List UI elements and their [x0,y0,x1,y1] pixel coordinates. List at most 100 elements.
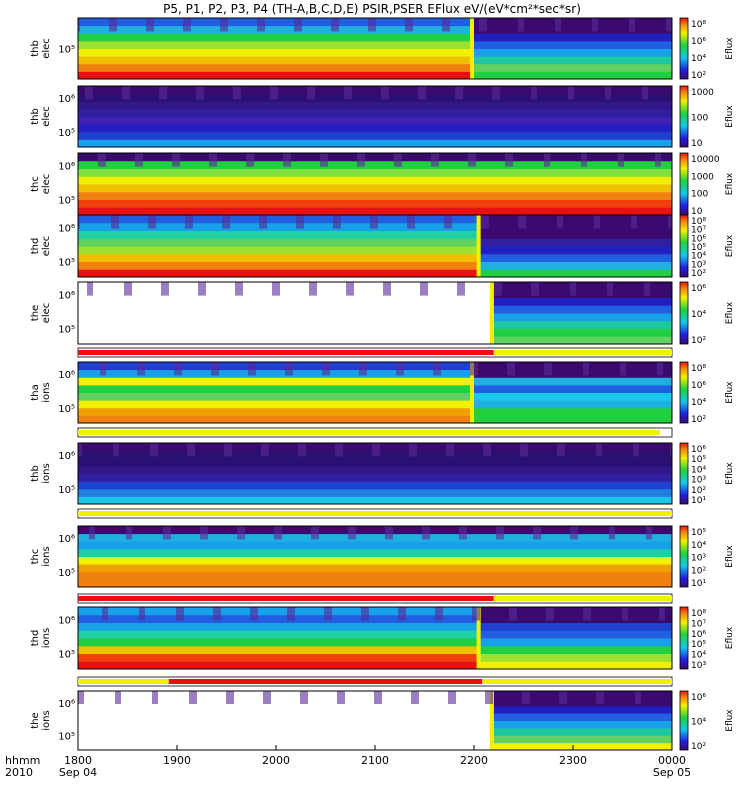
status-bar-segment [78,596,494,601]
noise-streak [270,86,272,100]
noise-streak [561,215,563,229]
noise-streak [130,526,132,540]
noise-streak [78,691,80,704]
panel-band-after [480,614,672,623]
noise-streak [670,215,672,229]
noise-streak [474,607,476,621]
noise-streak [400,153,402,167]
colorbar-label: Eflux [725,234,735,257]
noise-streak [361,362,363,376]
noise-streak [220,18,222,32]
noise-streak [659,607,661,621]
noise-streak [435,153,437,167]
noise-streak [198,282,200,296]
panel-band-after [480,630,672,639]
status-bar-segment [482,679,672,684]
noise-streak [585,607,587,621]
panel-band [78,191,672,200]
status-bar-segment [78,430,660,435]
panel-label-species: ions [41,382,52,402]
noise-streak [613,526,615,540]
noise-streak [624,607,626,621]
noise-streak [252,362,254,376]
noise-streak [187,215,189,229]
noise-streak [596,691,598,704]
noise-streak [100,362,102,376]
noise-streak [165,86,167,100]
noise-streak [165,526,167,540]
noise-streak [307,86,309,100]
noise-streak [93,526,95,540]
noise-streak [389,526,391,540]
noise-streak [78,443,80,457]
noise-streak [596,18,598,32]
noise-streak [426,526,428,540]
noise-streak [365,607,367,621]
noise-streak [457,282,459,296]
noise-streak [522,443,524,457]
panel-band-after [474,40,672,49]
noise-streak [400,607,402,621]
noise-streak [485,691,487,704]
noise-streak [139,362,141,376]
noise-streak [439,607,441,621]
noise-streak [263,18,265,32]
noise-streak [363,153,365,167]
noise-streak [555,18,557,32]
noise-streak [304,691,306,704]
noise-streak [350,282,352,296]
noise-streak [389,282,391,296]
noise-streak [402,607,404,621]
noise-streak [261,215,263,229]
noise-streak [150,215,152,229]
noise-streak [185,215,187,229]
noise-streak [557,443,559,457]
noise-streak [370,215,372,229]
noise-streak [337,691,339,704]
panel-band-after [474,407,672,416]
noise-streak [524,691,526,704]
panel-label-probe: thc [30,176,41,192]
panel-band-after [493,705,672,714]
noise-streak [191,215,193,229]
colorbar-label: Eflux [725,172,735,195]
noise-streak [620,362,622,376]
noise-streak [230,691,232,704]
noise-streak [228,443,230,457]
noise-streak [300,691,302,704]
panel-band [78,184,672,193]
noise-streak [263,691,265,704]
noise-streak [622,362,624,376]
noise-streak [261,18,263,32]
noise-streak [481,215,483,229]
noise-streak [413,691,415,704]
noise-streak [585,153,587,167]
panel-band-after [474,384,672,393]
noise-streak [468,153,470,167]
noise-streak [174,153,176,167]
noise-streak [98,153,100,167]
panel-frame [77,606,673,670]
colorbar-tick-label: 10³ [691,260,706,270]
noise-streak [563,691,565,704]
noise-streak [339,215,341,229]
noise-streak [241,526,243,540]
noise-streak [437,153,439,167]
y-tick-label: 10⁶ [58,94,75,105]
noise-streak [570,86,572,100]
noise-streak [128,526,130,540]
noise-streak [335,18,337,32]
noise-streak [204,526,206,540]
noise-streak [161,86,163,100]
noise-streak [487,691,489,704]
noise-streak [609,86,611,100]
noise-streak [200,282,202,296]
noise-streak [433,153,435,167]
noise-streak [526,691,528,704]
noise-streak [515,607,517,621]
noise-streak [128,282,130,296]
noise-streak [363,607,365,621]
noise-streak [193,443,195,457]
